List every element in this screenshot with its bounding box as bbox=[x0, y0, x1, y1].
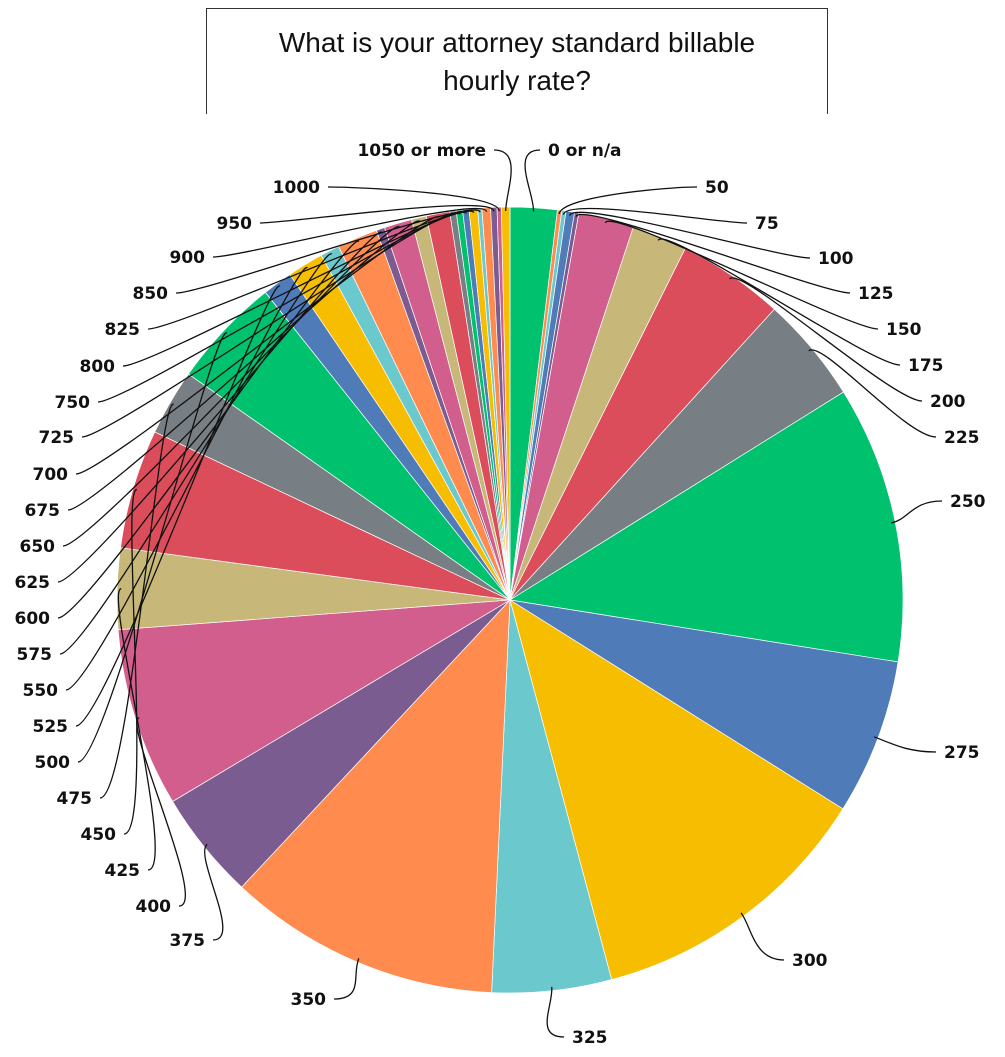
leader-line bbox=[117, 588, 156, 871]
leader-line bbox=[57, 231, 383, 583]
leader-line bbox=[175, 209, 481, 294]
slice-label: 550 bbox=[23, 681, 59, 701]
slice-label: 200 bbox=[930, 392, 966, 412]
slice-label: 175 bbox=[908, 356, 944, 376]
slice-label: 700 bbox=[33, 465, 69, 485]
leader-line bbox=[59, 253, 333, 655]
slice-label: 500 bbox=[35, 753, 71, 773]
leader-line bbox=[327, 186, 500, 212]
leader-line bbox=[657, 238, 901, 366]
slice-label: 575 bbox=[17, 645, 53, 665]
slice-label: 50 bbox=[705, 178, 729, 198]
slice-label: 300 bbox=[792, 951, 828, 971]
slice-label: 450 bbox=[81, 825, 117, 845]
slice-label: 100 bbox=[818, 249, 854, 269]
slice-label: 525 bbox=[33, 717, 69, 737]
slice-label: 950 bbox=[217, 214, 253, 234]
slice-label: 825 bbox=[105, 320, 141, 340]
slice-label: 350 bbox=[291, 990, 327, 1010]
slice-label: 325 bbox=[572, 1028, 608, 1048]
slice-label: 475 bbox=[57, 789, 93, 809]
leader-line bbox=[558, 186, 698, 215]
slice-label: 1050 or more bbox=[357, 141, 486, 161]
pie-slice bbox=[117, 599, 511, 802]
leader-line bbox=[604, 220, 879, 330]
slice-label: 850 bbox=[133, 284, 169, 304]
slice-label: 75 bbox=[755, 214, 779, 234]
slice-label: 150 bbox=[886, 320, 922, 340]
slice-label: 800 bbox=[80, 357, 116, 377]
leader-line bbox=[77, 332, 228, 763]
leader-lines bbox=[57, 149, 943, 1038]
leader-line bbox=[562, 207, 748, 224]
leader-line bbox=[204, 843, 224, 941]
leader-line bbox=[808, 349, 937, 438]
leader-line bbox=[147, 210, 475, 330]
slice-label: 1000 bbox=[273, 178, 320, 198]
slice-label: 600 bbox=[15, 609, 51, 629]
slice-label: 125 bbox=[858, 284, 894, 304]
slice-label: 0 or n/a bbox=[548, 141, 622, 161]
leader-line bbox=[546, 986, 565, 1038]
pie-slices bbox=[116, 206, 904, 994]
leader-line bbox=[67, 220, 421, 511]
leader-line bbox=[493, 149, 512, 212]
leader-line bbox=[75, 285, 281, 727]
chart-title: What is your attorney standard billable … bbox=[206, 8, 828, 114]
slice-label: 725 bbox=[39, 428, 75, 448]
leader-line bbox=[740, 912, 785, 961]
slice-label: 275 bbox=[944, 743, 980, 763]
leader-line bbox=[524, 149, 541, 212]
slice-label: 425 bbox=[105, 861, 141, 881]
slice-label: 625 bbox=[15, 573, 51, 593]
leader-line bbox=[569, 211, 811, 259]
leader-line bbox=[62, 226, 400, 547]
slice-label: 400 bbox=[136, 897, 172, 917]
slice-label: 225 bbox=[944, 428, 980, 448]
leader-line bbox=[891, 500, 943, 524]
leader-line bbox=[65, 267, 309, 691]
leader-line bbox=[333, 958, 360, 1000]
leader-line bbox=[212, 207, 488, 258]
slice-label: 900 bbox=[170, 248, 206, 268]
slice-label: 375 bbox=[170, 931, 206, 951]
slice-label: 675 bbox=[25, 501, 61, 521]
slice-label: 650 bbox=[20, 537, 56, 557]
leader-line bbox=[259, 204, 495, 224]
leader-line bbox=[729, 277, 923, 402]
leader-line bbox=[123, 488, 138, 835]
slice-label: 750 bbox=[55, 393, 91, 413]
leader-line bbox=[575, 213, 851, 294]
slice-label: 250 bbox=[950, 492, 986, 512]
leader-line bbox=[873, 736, 937, 753]
